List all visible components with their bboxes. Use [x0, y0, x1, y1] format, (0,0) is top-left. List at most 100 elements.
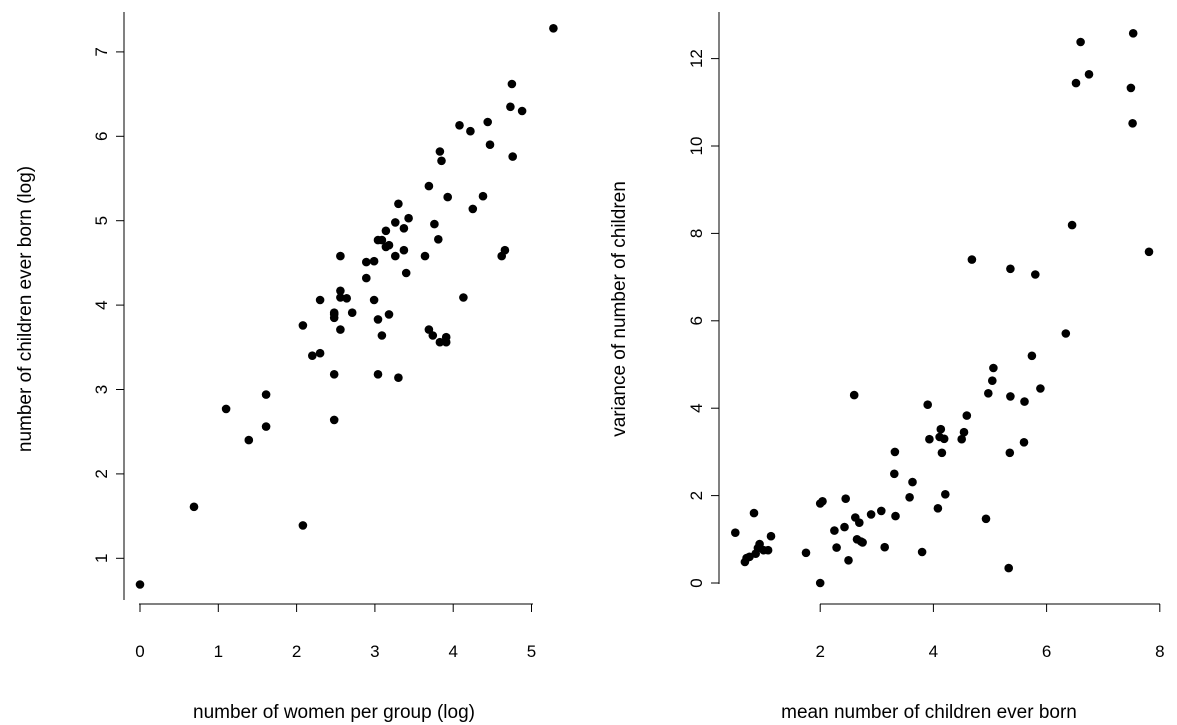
left-data-point — [404, 213, 413, 223]
right-data-point — [1084, 70, 1094, 79]
left-x-tick-label: 2 — [292, 642, 301, 661]
left-data-point — [443, 192, 453, 202]
right-data-point — [1036, 384, 1045, 393]
left-data-point — [261, 422, 271, 431]
right-data-point — [1128, 119, 1137, 128]
left-data-point — [298, 521, 308, 530]
left-data-point — [549, 24, 558, 33]
right-data-point — [967, 255, 977, 264]
left-data-point — [507, 79, 517, 89]
left-data-point — [441, 332, 451, 342]
right-data-point — [984, 389, 993, 398]
right-x-tick-label: 8 — [1155, 642, 1164, 661]
right-data-point — [815, 578, 825, 588]
left-data-point — [315, 348, 325, 358]
left-data-point — [336, 325, 345, 334]
left-data-point — [336, 286, 345, 296]
right-data-point — [755, 539, 764, 549]
right-y-tick-label: 8 — [687, 229, 706, 238]
left-data-point — [506, 102, 515, 112]
right-data-point — [959, 427, 969, 437]
left-data-point — [428, 331, 438, 340]
left-data-point — [401, 268, 411, 278]
left-data-point — [308, 351, 317, 361]
left-data-point — [424, 181, 434, 191]
left-y-tick-label: 5 — [92, 216, 111, 225]
right-data-point — [937, 448, 947, 458]
left-data-point — [391, 218, 400, 227]
right-data-point — [1126, 83, 1136, 93]
left-data-point — [483, 117, 493, 127]
left-data-point — [329, 370, 339, 379]
left-x-tick-label: 4 — [448, 642, 457, 661]
right-data-point — [981, 514, 991, 524]
left-data-point — [336, 293, 345, 302]
left-x-ticks: 0 1 2 3 4 5 — [135, 604, 536, 661]
right-y-ticks: 0 2 4 6 8 10 12 — [687, 49, 719, 588]
left-data-point — [347, 308, 357, 318]
left-data-point — [342, 294, 352, 303]
left-data-point — [478, 191, 488, 201]
right-data-point — [890, 469, 899, 479]
left-y-tick-label: 1 — [92, 554, 111, 563]
right-data-point — [1144, 247, 1154, 257]
left-data-point — [466, 126, 475, 136]
left-data-point — [261, 390, 271, 399]
left-data-point — [377, 235, 387, 245]
right-data-point — [766, 531, 776, 541]
left-data-point — [468, 204, 478, 214]
left-points-group — [135, 24, 558, 589]
right-data-point — [917, 547, 927, 557]
right-data-point — [840, 522, 849, 532]
right-data-point — [844, 556, 853, 565]
right-y-tick-label: 0 — [687, 578, 706, 587]
left-data-point — [189, 502, 199, 512]
right-data-point — [933, 504, 943, 513]
left-data-point — [459, 293, 468, 302]
left-data-point — [336, 251, 345, 261]
left-x-tick-label: 3 — [370, 642, 379, 661]
left-data-point — [455, 121, 464, 130]
left-data-point — [329, 308, 339, 318]
right-data-point — [858, 538, 867, 547]
right-data-point — [1005, 448, 1015, 458]
left-data-point — [329, 415, 339, 425]
left-x-tick-label: 0 — [135, 642, 144, 661]
left-x-tick-label: 1 — [214, 642, 223, 661]
left-x-tick-label: 5 — [527, 642, 536, 661]
left-data-point — [377, 331, 387, 340]
left-data-point — [384, 310, 394, 319]
left-data-point — [435, 147, 445, 156]
right-data-point — [1004, 563, 1013, 573]
left-y-tick-label: 6 — [92, 132, 111, 141]
right-data-point — [939, 434, 949, 444]
right-data-point — [936, 424, 946, 434]
right-data-point — [1061, 329, 1071, 338]
right-y-tick-label: 2 — [687, 491, 706, 500]
left-data-point — [244, 435, 254, 445]
right-data-point — [830, 526, 839, 535]
right-data-point — [1006, 392, 1015, 401]
left-scatter-panel: 1 2 3 4 5 6 7 0 1 2 3 4 5 number of women per group… — [15, 12, 558, 723]
right-y-tick-label: 4 — [687, 403, 706, 412]
right-data-point — [866, 510, 876, 519]
left-data-point — [381, 226, 391, 236]
right-x-axis-title: mean number of children ever born — [781, 702, 1077, 723]
right-data-point — [880, 542, 889, 552]
left-data-point — [434, 235, 443, 244]
left-y-tick-label: 3 — [92, 385, 111, 394]
right-x-tick-label: 6 — [1042, 642, 1051, 661]
right-x-ticks: 2 4 6 8 — [815, 604, 1165, 661]
left-data-point — [500, 245, 510, 255]
right-data-point — [1020, 397, 1029, 406]
left-data-point — [362, 273, 371, 283]
right-y-axis-title: variance of number of children — [609, 181, 630, 437]
right-data-point — [1027, 351, 1037, 361]
left-data-point — [508, 152, 517, 161]
left-data-point — [399, 245, 409, 255]
right-data-point — [1067, 220, 1077, 230]
right-data-point — [941, 490, 950, 499]
right-data-point — [877, 506, 886, 516]
right-data-point — [763, 545, 773, 555]
